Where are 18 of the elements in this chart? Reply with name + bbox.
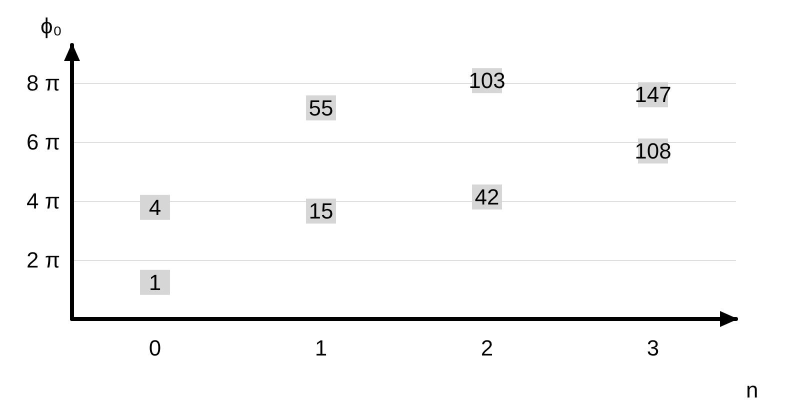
y-tick-label: 8 π <box>26 70 60 96</box>
x-tick-label: 1 <box>314 336 328 360</box>
y-axis-title: ϕ₀ <box>40 14 62 38</box>
annotation: 55 <box>308 95 334 120</box>
annotation: 108 <box>634 138 672 164</box>
x-tick-label: 2 <box>480 336 494 360</box>
x-tick-label: 3 <box>646 336 660 360</box>
annotation: 42 <box>474 184 500 210</box>
annotation: 4 <box>148 194 162 220</box>
y-tick-label: 6 π <box>26 130 60 155</box>
x-tick-label: 0 <box>148 336 162 360</box>
annotation: 103 <box>468 68 506 94</box>
annotation: 15 <box>308 198 334 224</box>
x-axis-title: n <box>746 378 758 401</box>
y-tick-label: 2 π <box>26 248 60 273</box>
annotation: 147 <box>634 82 672 108</box>
annotation: 1 <box>148 270 162 295</box>
y-tick-label: 4 π <box>26 188 60 214</box>
